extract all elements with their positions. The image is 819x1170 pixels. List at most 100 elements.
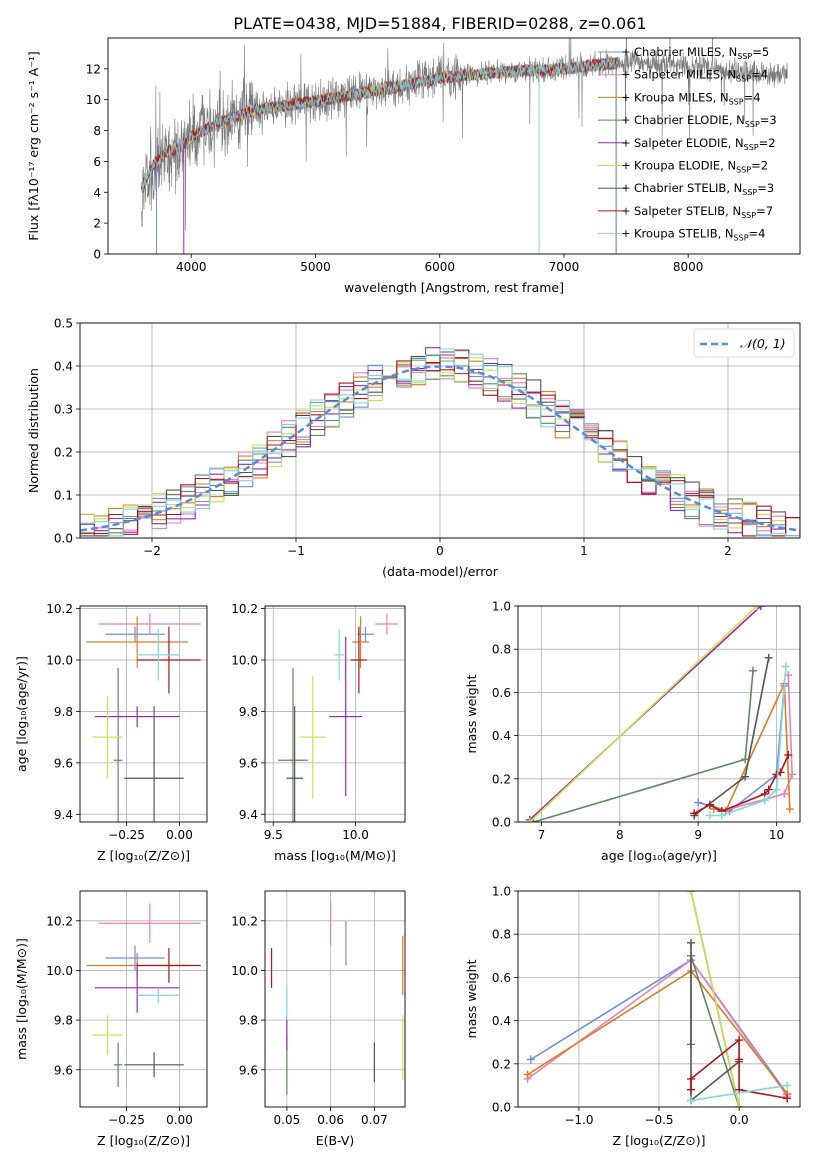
legend-eq: = bbox=[756, 204, 766, 218]
spectrum-model-line bbox=[141, 57, 621, 190]
axes-frame bbox=[79, 605, 208, 823]
y-axis-label: Flux [fλ10⁻¹⁷ erg cm⁻² s⁻¹ A⁻¹] bbox=[26, 51, 41, 240]
y-tick-label: 0.4 bbox=[492, 729, 511, 743]
legend-nssp-value: 4 bbox=[753, 90, 760, 104]
x-tick-label: 8000 bbox=[673, 260, 704, 274]
legend-nssp-subscript: SSP bbox=[745, 120, 760, 129]
y-tick-label: 1.0 bbox=[492, 885, 511, 899]
x-tick-label: 5000 bbox=[300, 260, 331, 274]
y-tick-label: 0.3 bbox=[54, 403, 73, 417]
legend-nssp-prefix: , N bbox=[721, 45, 737, 59]
legend-model-name: Salpeter MILES bbox=[634, 68, 720, 82]
y-tick-label: 9.8 bbox=[54, 1014, 73, 1028]
legend-eq: = bbox=[749, 227, 759, 241]
y-tick-label: 10.2 bbox=[231, 914, 258, 928]
legend-nssp-subscript: SSP bbox=[737, 52, 752, 61]
y-tick-label: 0.6 bbox=[492, 971, 511, 985]
weight-marker bbox=[525, 818, 534, 822]
errorbar-point bbox=[137, 948, 201, 983]
weight-line bbox=[690, 1084, 788, 1102]
y-tick-label: 0.6 bbox=[492, 686, 511, 700]
errorbar-point bbox=[92, 1015, 123, 1055]
x-axis-label: E(B-V) bbox=[316, 1133, 355, 1148]
legend-marker: + bbox=[621, 182, 630, 195]
errorbar-point bbox=[99, 613, 201, 635]
legend-marker: + bbox=[621, 46, 630, 59]
y-tick-label: 10.0 bbox=[46, 654, 73, 668]
y-axis-label: Normed distribution bbox=[26, 368, 41, 493]
x-tick-label: 7000 bbox=[549, 260, 580, 274]
y-tick-label: 0 bbox=[93, 248, 101, 262]
y-tick-label: 10.2 bbox=[46, 602, 73, 616]
y-tick-label: 8 bbox=[93, 124, 101, 138]
legend-model-name: Kroupa ELODIE bbox=[634, 159, 720, 173]
errorbar-point bbox=[124, 706, 184, 822]
y-tick-label: 2 bbox=[93, 217, 101, 231]
legend-nssp-subscript: SSP bbox=[736, 166, 751, 175]
legend-nssp-prefix: , N bbox=[720, 159, 736, 173]
panel-residuals: −2 −1 0 1 2 0.0 0.1 0.2 0.3 0.4 0.5 (data-model)/er… bbox=[26, 317, 801, 579]
axes-frame bbox=[79, 890, 208, 1108]
legend-label: 𝒩(0, 1) bbox=[740, 336, 786, 351]
legend-label: Salpeter MILES, NSSP=4 bbox=[634, 68, 768, 84]
spectrum-model-line bbox=[141, 58, 620, 192]
legend-model-name: Salpeter STELIB bbox=[634, 204, 725, 218]
plot-area bbox=[523, 891, 792, 1107]
y-axis-label: mass [log₁₀(M/M⊙)] bbox=[14, 938, 29, 1060]
y-tick-label: 10.0 bbox=[231, 964, 258, 978]
x-tick-label: 2 bbox=[724, 544, 732, 558]
normal-curve bbox=[80, 365, 800, 532]
weight-line bbox=[690, 891, 740, 1107]
y-tick-label: 10.2 bbox=[231, 602, 258, 616]
axes-frame bbox=[79, 322, 801, 539]
x-tick-label: 0.07 bbox=[361, 1113, 388, 1127]
errorbar-point bbox=[137, 626, 201, 694]
legend-label: Chabrier STELIB, NSSP=3 bbox=[634, 181, 774, 197]
legend-label: Kroupa MILES, NSSP=4 bbox=[634, 90, 761, 106]
legend-nssp-value: 2 bbox=[768, 136, 775, 150]
legend-nssp-prefix: , N bbox=[720, 68, 736, 82]
weight-marker bbox=[772, 785, 781, 794]
y-tick-label: 6 bbox=[93, 155, 101, 169]
x-axis-label: wavelength [Angstrom, rest frame] bbox=[344, 280, 564, 295]
x-tick-label: 0.00 bbox=[166, 1113, 193, 1127]
panel-mass-vs-extinction: 0.05 0.06 0.07 9.6 9.8 10.0 10.2 E(B-V) bbox=[231, 890, 406, 1148]
legend-eq: = bbox=[744, 90, 754, 104]
y-tick-label: 9.8 bbox=[239, 1014, 258, 1028]
x-tick-label: −0.25 bbox=[108, 828, 145, 842]
histogram-step bbox=[80, 349, 800, 537]
legend-marker: + bbox=[621, 204, 630, 217]
panels: 4000 5000 6000 7000 8000024681012wavelength … bbox=[14, 37, 801, 1148]
x-tick-label: 6000 bbox=[424, 260, 455, 274]
plot-area bbox=[270, 900, 404, 1095]
weight-marker bbox=[760, 796, 769, 805]
axes-frame bbox=[517, 890, 801, 1108]
weight-marker bbox=[784, 751, 793, 760]
plot-area bbox=[86, 613, 201, 822]
weight-marker bbox=[783, 1094, 792, 1103]
plot-area bbox=[278, 613, 399, 822]
x-axis-label: (data-model)/error bbox=[382, 564, 499, 579]
y-tick-label: 10.0 bbox=[46, 964, 73, 978]
x-tick-label: 0.06 bbox=[317, 1113, 344, 1127]
errorbar-point bbox=[299, 675, 326, 799]
weight-marker bbox=[741, 772, 750, 781]
weight-marker bbox=[687, 938, 696, 947]
legend-marker: + bbox=[621, 136, 630, 149]
y-tick-label: 0.2 bbox=[54, 446, 73, 460]
y-tick-label: 0.0 bbox=[492, 1101, 511, 1115]
errorbar-point bbox=[113, 667, 123, 822]
y-tick-label: 0.0 bbox=[54, 532, 73, 546]
x-axis-label: Z [log₁₀(Z/Z⊙)] bbox=[613, 1133, 706, 1148]
errorbar-point bbox=[94, 706, 180, 727]
panel-spectrum: 4000 5000 6000 7000 8000 0 2 4 6 8 10 12 wavelength … bbox=[26, 37, 801, 295]
y-tick-label: 0.5 bbox=[54, 317, 73, 331]
weight-marker bbox=[690, 809, 699, 818]
errorbar-point bbox=[105, 626, 165, 642]
plot-area bbox=[86, 903, 201, 1088]
weight-marker bbox=[783, 1081, 792, 1090]
weight-line bbox=[529, 606, 758, 822]
weight-marker bbox=[785, 805, 794, 814]
legend-nssp-value: 2 bbox=[761, 159, 768, 173]
legend-label: Salpeter STELIB, NSSP=7 bbox=[634, 204, 773, 220]
